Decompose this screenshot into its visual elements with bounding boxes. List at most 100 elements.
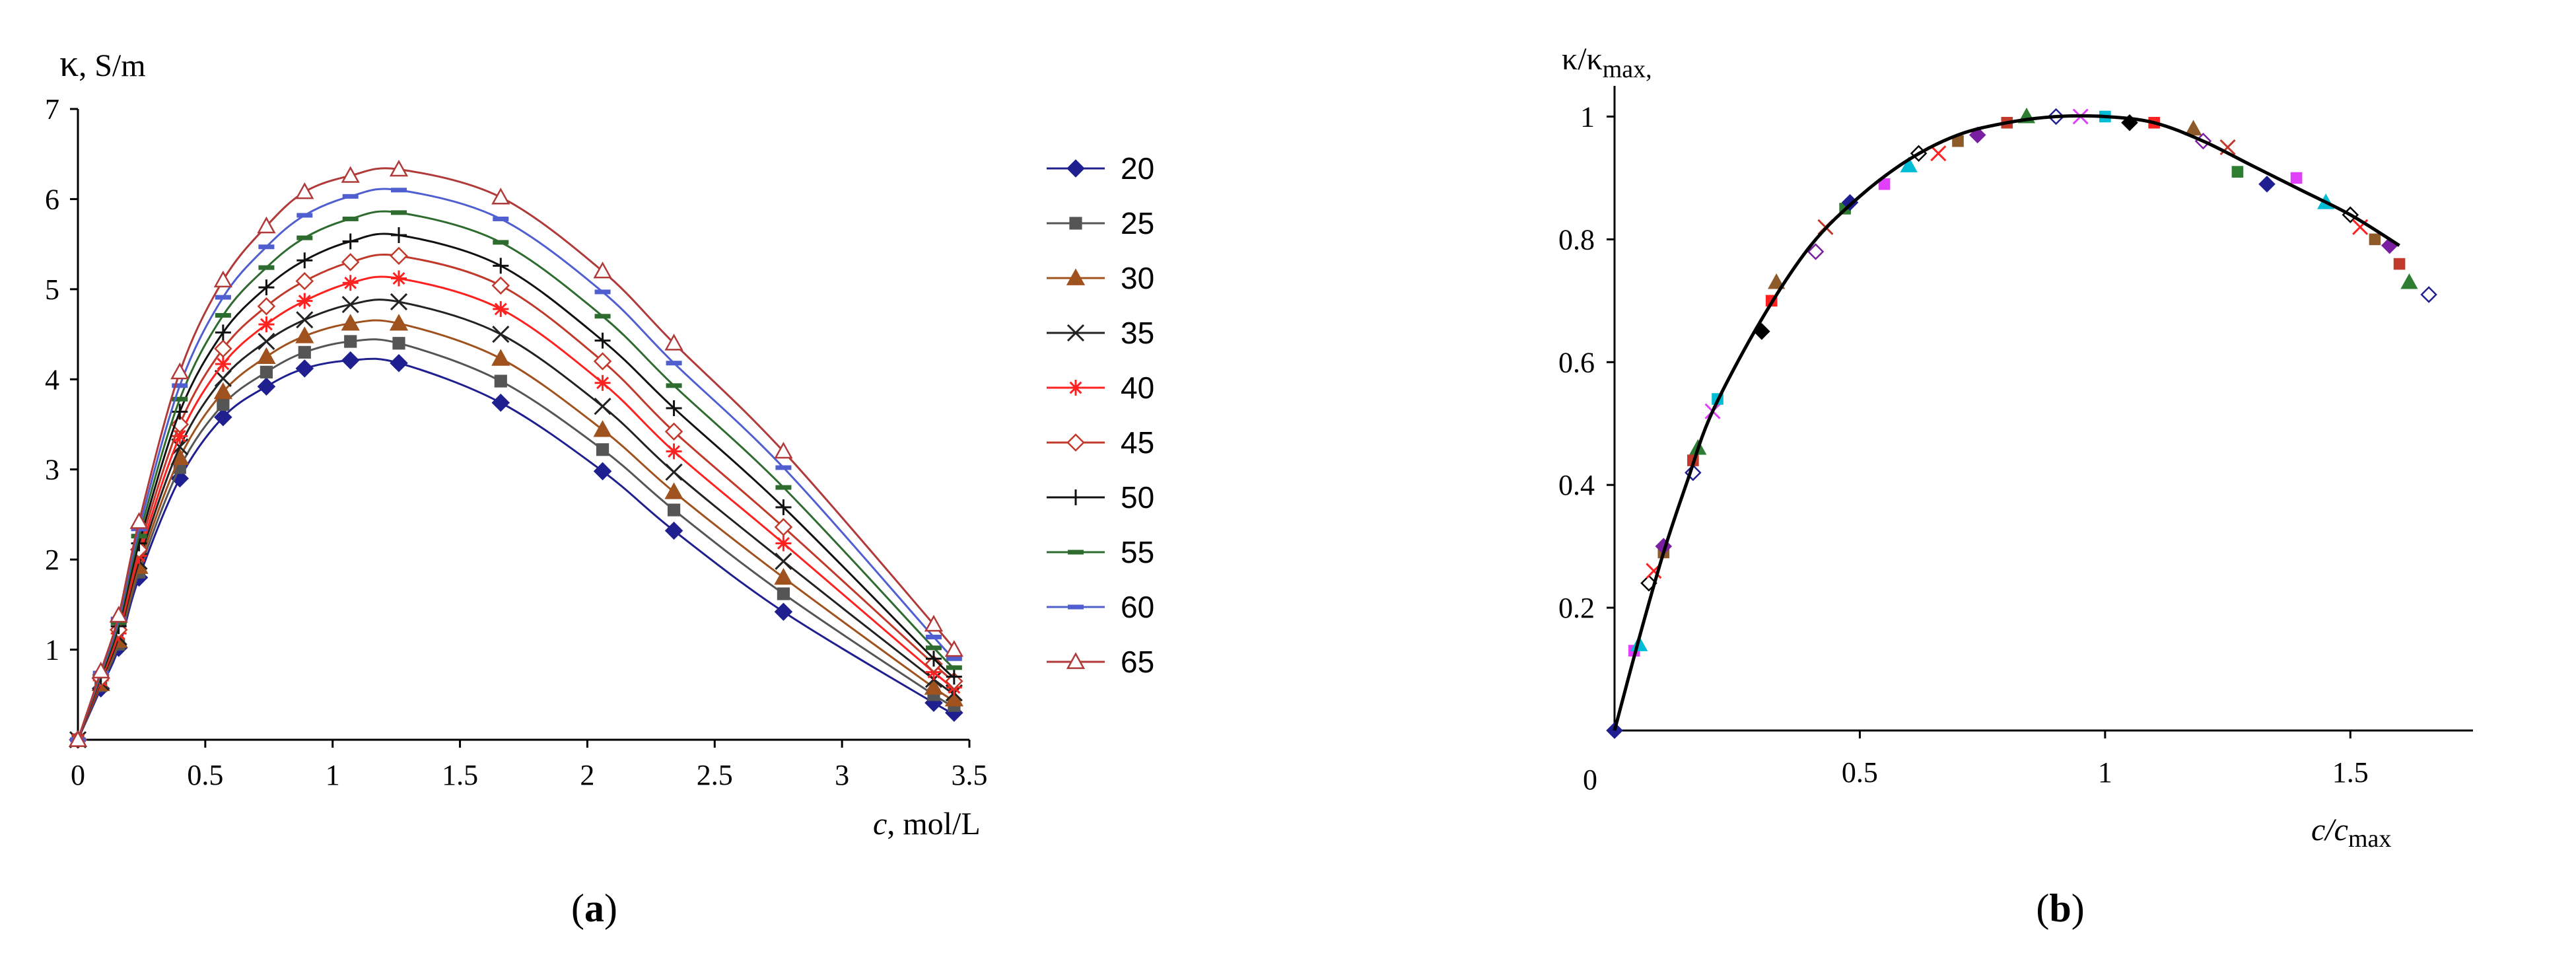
chart-b-y-tick-label: 0.2 bbox=[1558, 592, 1595, 624]
chart-b-data-point bbox=[1952, 135, 1964, 147]
chart-a-legend-marker bbox=[1068, 550, 1084, 555]
chart-a-legend-label: 25 bbox=[1121, 206, 1154, 240]
chart-b-data-point bbox=[2420, 286, 2437, 303]
chart-a-data-point bbox=[666, 361, 682, 366]
chart-a-data-point bbox=[296, 213, 313, 218]
chart-a-series-line bbox=[77, 319, 955, 740]
chart-a-x-tick-label: 1.5 bbox=[442, 759, 478, 791]
chart-a-data-point bbox=[341, 295, 359, 314]
chart-a-data-point bbox=[296, 252, 313, 269]
chart-a-data-point bbox=[926, 645, 942, 651]
chart-a-data-point bbox=[493, 240, 509, 245]
chart-a-data-point bbox=[596, 443, 609, 456]
chart-a-series-65 bbox=[68, 159, 963, 747]
chart-b-data-point bbox=[2393, 258, 2406, 270]
chart-a-data-point bbox=[774, 518, 793, 536]
chart-b-points bbox=[1606, 107, 2437, 739]
chart-a-data-point bbox=[775, 499, 792, 516]
chart-a-series-line bbox=[77, 232, 955, 740]
chart-a-data-point bbox=[493, 216, 509, 221]
chart-b-panel-label: (b) bbox=[2036, 886, 2084, 930]
chart-b-data-point bbox=[1878, 178, 1891, 190]
chart-a-data-point bbox=[593, 352, 612, 371]
chart-a-y-tick-label: 6 bbox=[45, 183, 59, 215]
chart-b-x-tick-label: 1.5 bbox=[2332, 756, 2369, 789]
chart-a-data-point bbox=[129, 512, 149, 529]
chart-a-data-point bbox=[944, 690, 963, 707]
chart-a-data-point bbox=[946, 665, 962, 670]
chart-a-data-point bbox=[664, 334, 683, 351]
chart-a-data-point bbox=[926, 634, 942, 639]
chart-a-data-point bbox=[217, 398, 230, 411]
chart-a-data-point bbox=[172, 428, 188, 445]
chart-a-series-line bbox=[77, 167, 956, 740]
chart-a-y-tick-label: 5 bbox=[45, 273, 59, 306]
chart-a-data-point bbox=[215, 312, 231, 318]
chart-a-legend-label: 35 bbox=[1121, 316, 1154, 350]
chart-b: 0.2 0.4 0.6 0.8 1 0.5 1 1.5 0 κ/κmax, c/cmax (… bbox=[1558, 42, 2473, 930]
chart-a-data-point bbox=[341, 166, 360, 183]
chart-a-x-tick-label: 1 bbox=[326, 759, 340, 791]
chart-a-series-20 bbox=[69, 351, 963, 749]
chart-a-legend-item: 60 bbox=[1047, 590, 1154, 624]
chart-a-data-point bbox=[491, 276, 510, 295]
chart-b-y-tick-label: 0.4 bbox=[1558, 469, 1595, 501]
chart-a-data-point bbox=[494, 374, 507, 388]
chart-a-legend-marker bbox=[1066, 159, 1085, 178]
chart-a-y-tick-label: 7 bbox=[45, 93, 59, 125]
chart-a-x-ticks: 0 0.5 1 1.5 2 2.5 3 3.5 bbox=[71, 740, 988, 791]
chart-b-y-label: κ/κmax, bbox=[1562, 42, 1652, 83]
chart-a-data-point bbox=[257, 297, 276, 316]
chart-a-series bbox=[68, 159, 963, 749]
chart-a-series-line bbox=[77, 338, 955, 740]
chart-a-legend-item: 50 bbox=[1047, 480, 1154, 515]
chart-a-data-point bbox=[946, 668, 962, 685]
chart-a-legend-marker bbox=[1066, 268, 1086, 285]
chart-b-data-point bbox=[1900, 157, 1918, 172]
chart-a-data-point bbox=[390, 293, 408, 311]
chart-a-legend-item: 30 bbox=[1047, 261, 1154, 295]
chart-a-data-point bbox=[390, 246, 408, 266]
chart-a-data-point bbox=[594, 374, 611, 391]
chart-a-data-point bbox=[391, 270, 407, 287]
chart-a-data-point bbox=[172, 396, 188, 402]
chart-a-data-point bbox=[666, 400, 682, 416]
chart-a-data-point bbox=[68, 730, 88, 747]
chart-a-series-60 bbox=[70, 188, 962, 742]
chart-a-data-point bbox=[342, 216, 359, 221]
chart-b-fit-curve bbox=[1613, 114, 2400, 731]
chart-a-x-tick-label: 2.5 bbox=[697, 759, 733, 791]
chart-a-data-point bbox=[775, 535, 792, 552]
chart-b-origin-label: 0 bbox=[1583, 764, 1597, 796]
chart-a-data-point bbox=[775, 465, 792, 470]
chart-a-data-point bbox=[258, 332, 275, 351]
chart-b-data-point bbox=[2184, 120, 2202, 136]
chart-a-data-point bbox=[295, 271, 314, 291]
chart-a-legend-marker bbox=[1068, 489, 1084, 505]
chart-a-data-point bbox=[213, 382, 232, 400]
chart-a-legend-marker bbox=[1068, 380, 1084, 396]
chart-a-data-point bbox=[214, 369, 232, 387]
chart-a-data-point bbox=[924, 678, 944, 695]
chart-a-data-point bbox=[91, 661, 110, 679]
chart-b-x-tick-label: 1 bbox=[2098, 756, 2112, 789]
chart-a-data-point bbox=[215, 356, 231, 373]
chart-a-data-point bbox=[774, 441, 793, 459]
chart-a-legend-marker bbox=[1066, 324, 1085, 342]
chart-a-data-point bbox=[260, 365, 273, 378]
chart-a-legend-marker bbox=[1069, 217, 1082, 230]
chart-a-data-point bbox=[342, 275, 359, 291]
chart-a-data-point bbox=[491, 393, 510, 412]
chart-a-data-point bbox=[298, 345, 311, 359]
chart-a-data-point bbox=[258, 279, 275, 296]
chart-a-data-point bbox=[342, 194, 359, 199]
chart-a-data-point bbox=[296, 311, 314, 329]
chart-a-x-tick-label: 3 bbox=[835, 759, 849, 791]
chart-a-data-point bbox=[593, 462, 612, 481]
chart-a-data-point bbox=[389, 159, 409, 177]
chart-a-legend-item: 40 bbox=[1047, 371, 1154, 405]
chart-a-legend-marker bbox=[1068, 604, 1084, 610]
chart-a-legend-label: 45 bbox=[1121, 425, 1154, 460]
chart-a-legend-item: 65 bbox=[1047, 645, 1154, 679]
